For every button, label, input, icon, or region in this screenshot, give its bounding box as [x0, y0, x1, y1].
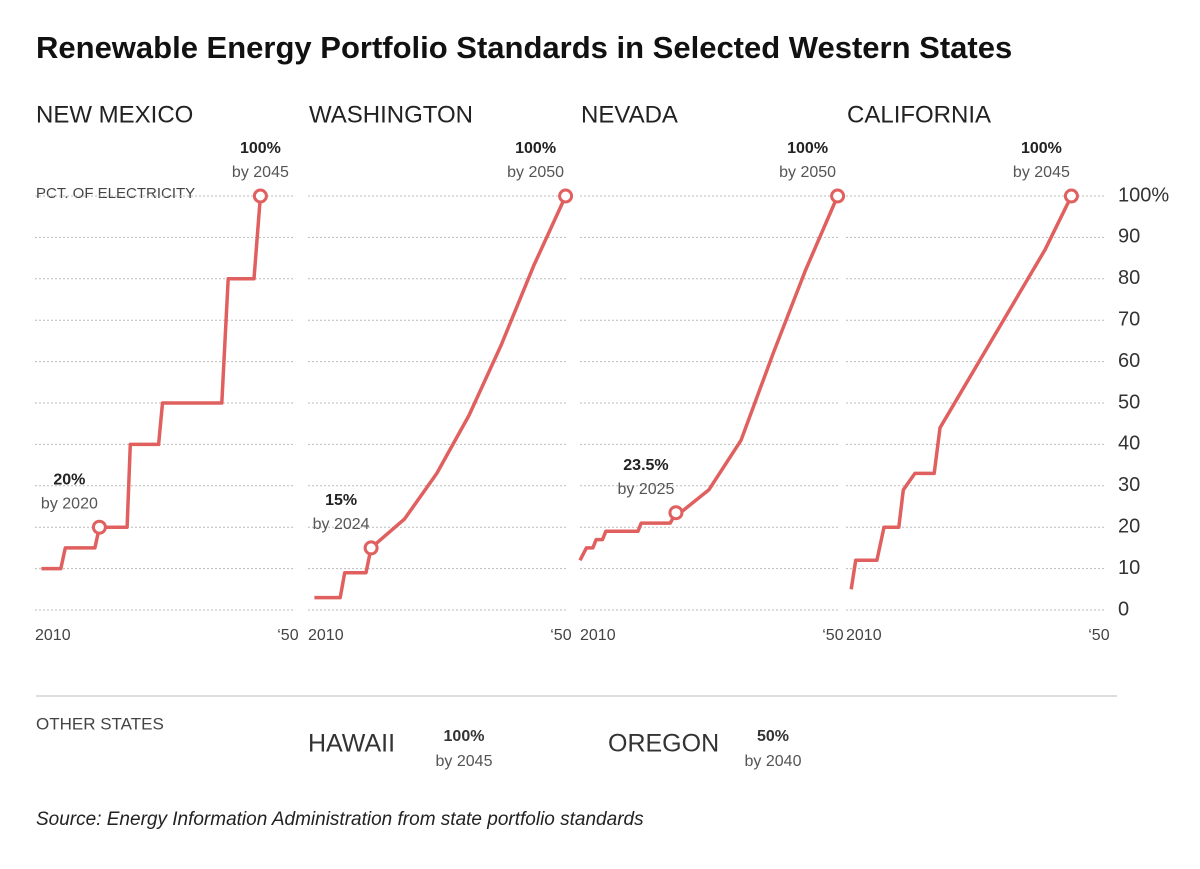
- target-marker: [830, 188, 846, 204]
- annotation-value: 100%: [515, 140, 556, 157]
- x-tick-label: ‘50: [277, 627, 298, 644]
- data-line: [578, 195, 840, 562]
- y-tick-label: 20: [1118, 515, 1140, 537]
- panel-title: CALIFORNIA: [847, 101, 991, 128]
- y-tick-label: 60: [1118, 350, 1140, 372]
- annotation-value: 15%: [325, 492, 357, 509]
- y-tick-label: 40: [1118, 433, 1140, 455]
- panel-title: WASHINGTON: [309, 101, 473, 128]
- annotation-year: by 2024: [313, 516, 370, 533]
- target-marker: [363, 540, 379, 556]
- annotation-value: 100%: [1021, 140, 1062, 157]
- y-tick-label: 70: [1118, 308, 1140, 330]
- target-marker: [252, 188, 268, 204]
- annotation-value: 20%: [53, 471, 85, 488]
- state-name: OREGON: [608, 730, 719, 758]
- y-tick-label: 10: [1118, 557, 1140, 579]
- data-line: [41, 195, 263, 571]
- annotation-value: 100%: [787, 140, 828, 157]
- state-target-year: by 2045: [436, 753, 493, 770]
- target-marker: [91, 519, 107, 535]
- x-tick-label: ‘50: [550, 627, 571, 644]
- target-marker: [668, 505, 684, 521]
- x-tick-label: 2010: [308, 627, 344, 644]
- chart-title: Renewable Energy Portfolio Standards in …: [36, 30, 1012, 65]
- annotation-year: by 2045: [232, 164, 289, 181]
- target-marker: [1063, 188, 1079, 204]
- y-tick-label: 50: [1118, 391, 1140, 413]
- annotation-year: by 2025: [617, 481, 674, 498]
- source: Source: Energy Information Administratio…: [36, 809, 644, 830]
- panel-title: NEW MEXICO: [36, 101, 193, 128]
- annotation-value: 100%: [240, 140, 281, 157]
- state-target: 50%: [757, 728, 789, 745]
- y-tick-label: 100%: [1118, 184, 1169, 206]
- state-target: 100%: [444, 728, 485, 745]
- state-name: HAWAII: [308, 730, 395, 758]
- annotation-value: 23.5%: [623, 457, 668, 474]
- x-tick-label: 2010: [846, 627, 882, 644]
- panel-title: NEVADA: [581, 101, 678, 128]
- y-axis-label: PCT. OF ELECTRICITY: [36, 185, 195, 202]
- y-tick-label: 80: [1118, 267, 1140, 289]
- y-tick-label: 30: [1118, 474, 1140, 496]
- y-tick-label: 90: [1118, 226, 1140, 248]
- x-tick-label: 2010: [35, 627, 71, 644]
- x-tick-label: ‘50: [822, 627, 843, 644]
- target-marker: [558, 188, 574, 204]
- annotation-year: by 2050: [507, 164, 564, 181]
- x-tick-label: 2010: [580, 627, 616, 644]
- other-states-label: OTHER STATES: [36, 714, 164, 733]
- data-line: [849, 195, 1073, 590]
- state-target-year: by 2040: [745, 753, 802, 770]
- x-tick-label: ‘50: [1088, 627, 1109, 644]
- annotation-year: by 2045: [1013, 164, 1070, 181]
- annotation-year: by 2020: [41, 495, 98, 512]
- annotation-year: by 2050: [779, 164, 836, 181]
- data-line: [314, 195, 568, 600]
- y-tick-label: 0: [1118, 598, 1129, 620]
